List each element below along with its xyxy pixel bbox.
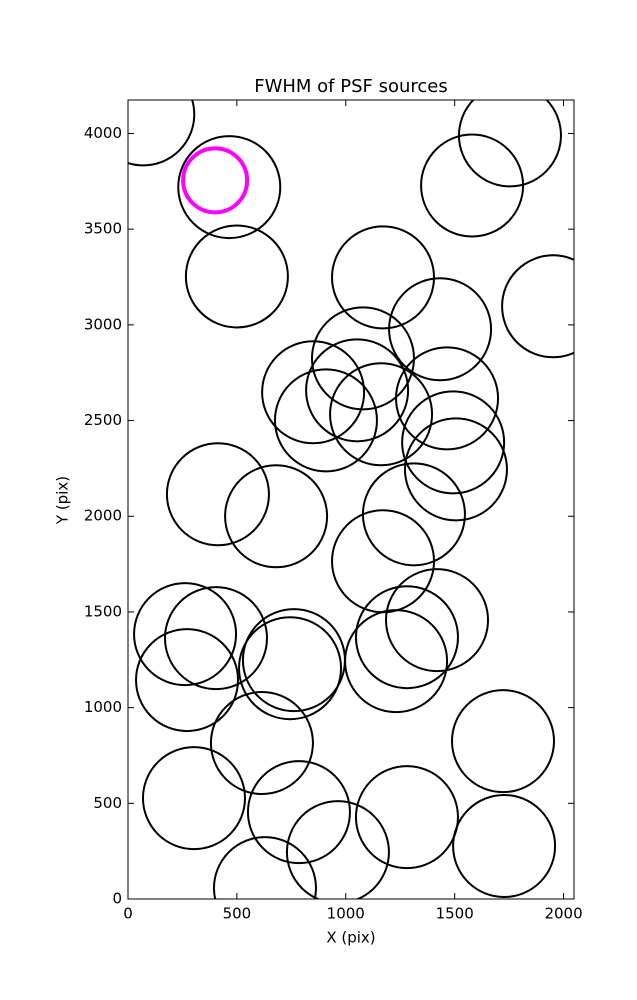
psf-circle [361,462,466,567]
psf-circle [261,340,366,445]
axes-frame [127,99,575,900]
psf-circle [344,609,449,714]
psf-circle [177,135,282,240]
psf-circle [501,254,574,359]
psf-circle [354,765,459,870]
psf-circle [133,582,238,687]
psf-circle [388,277,493,382]
psf-circle [331,509,436,614]
psf-circle [184,224,289,329]
x-axis-label: X (pix) [326,929,375,947]
psf-circle [420,133,525,238]
chart-title: FWHM of PSF sources [254,76,448,97]
y-tick-label: 500 [93,794,122,812]
psf-circle [224,464,329,569]
psf-circle [163,586,268,691]
y-tick-label: 2000 [84,507,122,525]
plot-area [128,100,574,899]
y-tick-label: 1500 [84,602,122,620]
psf-circle [181,146,250,215]
psf-circle [401,390,506,495]
psf-circle [273,368,378,473]
psf-circle [395,346,500,451]
x-tick-label: 0 [123,905,133,923]
y-axis-label: Y (pix) [54,476,72,525]
psf-circle [305,338,410,443]
psf-circle [238,616,343,721]
psf-circle [246,760,351,865]
y-tick-label: 0 [112,890,122,908]
psf-circle [403,417,508,522]
y-tick-label: 1000 [84,698,122,716]
x-tick-label: 1000 [327,905,365,923]
x-tick-label: 500 [223,905,252,923]
psf-circle [212,836,317,899]
psf-circle [128,100,196,167]
psf-circle [141,746,246,851]
psf-circle [135,628,240,733]
psf-circle [165,442,270,547]
psf-circle [354,585,459,690]
x-tick-label: 1500 [436,905,474,923]
y-tick-label: 4000 [84,124,122,142]
y-tick-label: 3000 [84,315,122,333]
psf-circle [331,225,436,330]
psf-circle [385,568,490,673]
y-tick-label: 2500 [84,411,122,429]
psf-circle [241,608,346,713]
y-tick-label: 3500 [84,220,122,238]
psf-circle [209,691,314,796]
psf-circle [451,689,556,794]
psf-circle [329,362,434,467]
x-tick-label: 2000 [544,905,582,923]
psf-circle [285,800,390,899]
psf-circle [452,793,557,898]
